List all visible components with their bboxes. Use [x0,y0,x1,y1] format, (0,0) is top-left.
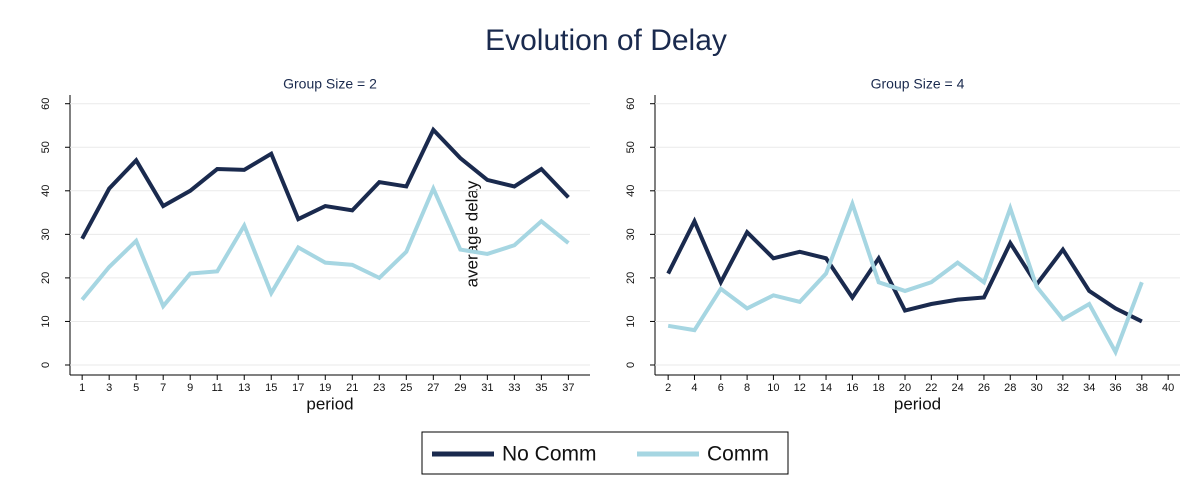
y-tick-label: 60 [40,98,52,110]
x-tick-label: 15 [265,382,277,394]
y-tick-label: 10 [40,315,52,327]
series-line [666,216,1143,324]
x-tick-label: 12 [794,382,806,394]
y-tick-label: 20 [40,272,52,284]
x-tick-label: 9 [187,382,193,394]
x-tick-label: 36 [1109,382,1121,394]
x-tick-label: 24 [952,382,964,394]
y-tick-label: 30 [625,228,637,240]
x-tick-label: 16 [846,382,858,394]
y-tick-label: 20 [625,272,637,284]
x-tick-label: 1 [79,382,85,394]
y-tick-label: 40 [40,185,52,197]
x-tick-label: 28 [1004,382,1016,394]
x-tick-label: 22 [925,382,937,394]
x-tick-label: 20 [899,382,911,394]
x-tick-label: 23 [373,382,385,394]
x-tick-label: 33 [508,382,520,394]
x-tick-label: 18 [873,382,885,394]
y-tick-label: 30 [40,228,52,240]
y-tick-label: 40 [625,185,637,197]
x-tick-label: 5 [133,382,139,394]
x-tick-label: 11 [212,382,223,394]
panel-title: Group Size = 4 [871,76,965,92]
x-tick-label: 4 [691,382,697,394]
x-tick-label: 32 [1057,382,1069,394]
x-tick-label: 27 [427,382,439,394]
y-tick-label: 50 [40,141,52,153]
x-tick-label: 25 [400,382,412,394]
x-tick-label: 14 [820,382,832,394]
figure-title: Evolution of Delay [485,24,727,57]
x-axis-label: period [894,394,941,413]
x-tick-label: 29 [454,382,466,394]
x-tick-label: 31 [481,382,493,394]
x-tick-label: 37 [562,382,574,394]
y-tick-label: 50 [625,141,637,153]
x-tick-label: 17 [292,382,304,394]
x-tick-label: 19 [319,382,331,394]
x-tick-label: 34 [1083,382,1095,394]
series-line [80,126,570,240]
y-tick-label: 60 [625,98,637,110]
series-line [80,183,570,311]
x-tick-label: 3 [106,382,112,394]
y-tick-label: 10 [625,315,637,327]
x-tick-label: 26 [978,382,990,394]
x-tick-label: 2 [665,382,671,394]
legend-label: No Comm [502,443,597,466]
legend-label: Comm [707,443,769,466]
x-axis-label: period [306,394,353,413]
x-tick-label: 6 [718,382,724,394]
x-tick-label: 7 [160,382,166,394]
x-tick-label: 30 [1030,382,1042,394]
panel-title: Group Size = 2 [283,76,377,92]
y-tick-label: 0 [625,362,637,368]
x-tick-label: 10 [767,382,779,394]
y-tick-label: 0 [40,362,52,368]
x-tick-label: 13 [238,382,250,394]
x-tick-label: 8 [744,382,750,394]
x-tick-label: 38 [1136,382,1148,394]
x-tick-label: 35 [535,382,547,394]
x-tick-label: 40 [1162,382,1174,394]
series-line [667,197,1144,357]
y-axis-label: average delay [462,180,481,287]
x-tick-label: 21 [346,382,358,394]
